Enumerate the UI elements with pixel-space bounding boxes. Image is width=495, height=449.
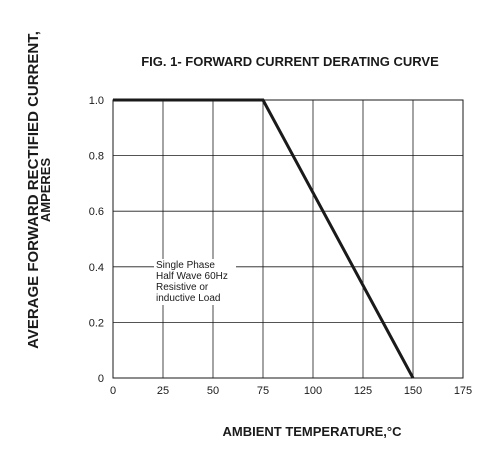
y-tick-label-4: 0.8 — [89, 151, 104, 163]
annotation-line-1: Single Phase — [156, 260, 215, 271]
y-tick-label-3: 0.6 — [89, 206, 104, 218]
y-axis-label-line-2: AMPERES — [38, 158, 53, 223]
derating-curve-line — [113, 98, 415, 379]
y-axis-label: AVERAGE FORWARD RECTIFIED CURRENT, AMPER… — [25, 31, 53, 349]
y-tick-label-2: 0.4 — [89, 262, 104, 274]
annotation-background — [154, 259, 236, 305]
y-axis-label-line-1: AVERAGE FORWARD RECTIFIED CURRENT, — [25, 31, 42, 349]
annotation-line-2: Half Wave 60Hz — [156, 271, 228, 282]
x-tick-label-7: 175 — [454, 385, 472, 397]
x-axis-label: AMBIENT TEMPERATURE,°C — [222, 424, 402, 439]
x-tick-label-4: 100 — [304, 385, 322, 397]
series — [113, 98, 415, 379]
y-tick-label-0: 0 — [98, 373, 104, 385]
x-tick-label-5: 125 — [354, 385, 372, 397]
annotation-box: Single Phase Half Wave 60Hz Resistive or… — [154, 259, 236, 305]
y-tick-label-5: 1.0 — [89, 95, 104, 107]
tick-labels: 0 25 50 75 100 125 150 175 0 0.2 0.4 0.6 0.8 1.0 — [89, 95, 472, 397]
chart-title: FIG. 1- FORWARD CURRENT DERATING CURVE — [141, 54, 439, 69]
x-tick-label-2: 50 — [207, 385, 219, 397]
x-tick-label-6: 150 — [404, 385, 422, 397]
y-tick-label-1: 0.2 — [89, 317, 104, 329]
x-tick-label-0: 0 — [110, 385, 116, 397]
annotation-line-3: Resistive or — [156, 282, 209, 293]
x-tick-label-1: 25 — [157, 385, 169, 397]
x-tick-label-3: 75 — [257, 385, 269, 397]
annotation-line-4: inductive Load — [156, 293, 221, 304]
grid — [112, 99, 464, 379]
plot-border — [112, 99, 464, 379]
